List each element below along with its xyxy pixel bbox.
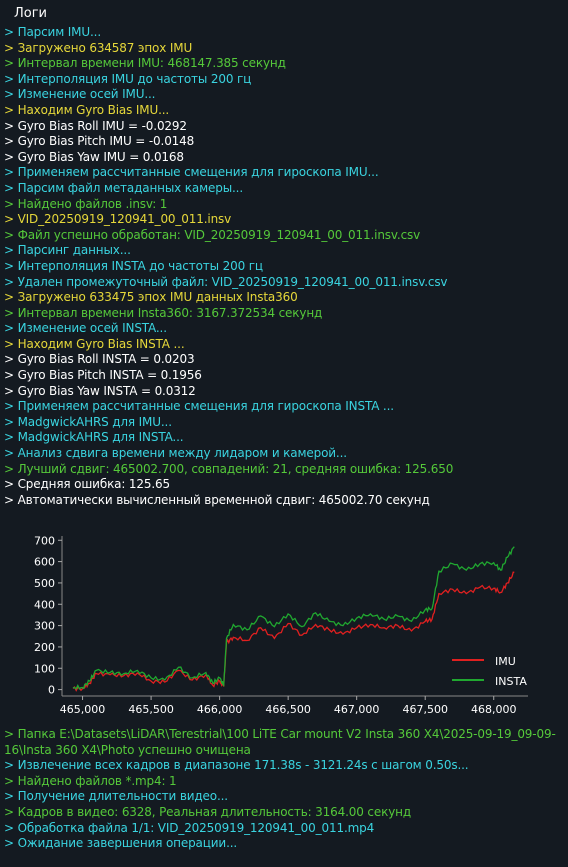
log-line: > Кадров в видео: 6328, Реальная длитель… bbox=[4, 804, 411, 819]
log-line: > Парсим файл метаданных камеры... bbox=[4, 180, 244, 195]
log-line: > Парсим IMU... bbox=[4, 25, 101, 39]
time-shift-chart: 0 100 200 300 400 500 600 700 465,000 465,500 466,… bbox=[0, 528, 568, 724]
log-line: > Интервал времени IMU: 468147.385 секун… bbox=[4, 56, 286, 71]
x-tick-label: 467,500 bbox=[402, 703, 448, 716]
log-line: > MadgwickAHRS для IMU... bbox=[4, 414, 172, 429]
log-line: > Интервал времени Insta360: 3167.372534… bbox=[4, 305, 323, 320]
log-line: > Средняя ошибка: 125.65 bbox=[4, 477, 171, 492]
log-line: > Анализ сдвига времени между лидаром и … bbox=[4, 446, 347, 461]
legend-label-imu: IMU bbox=[495, 655, 516, 668]
log-line: > Файл успешно обработан: VID_20250919_1… bbox=[4, 227, 421, 242]
log-line: > VID_20250919_120941_00_011.insv bbox=[4, 212, 232, 227]
y-tick-label: 300 bbox=[34, 620, 55, 633]
log-list-top: > Парсим IMU... > Загружено 634587 эпох I… bbox=[4, 25, 566, 508]
series-line-insta bbox=[72, 546, 515, 690]
log-line: > Ожидание завершения операции... bbox=[4, 836, 238, 851]
panel-title: Логи bbox=[14, 6, 48, 21]
log-line: > Автоматически вычисленный временной сд… bbox=[4, 492, 430, 507]
log-line: > Загружено 633475 эпох IMU данных Insta… bbox=[4, 290, 298, 305]
x-tick-label: 466,500 bbox=[265, 703, 311, 716]
log-line: > Получение длительности видео... bbox=[4, 789, 228, 804]
log-line: > Парсинг данных... bbox=[4, 243, 131, 258]
log-line: > Gyro Bias Roll IMU = -0.0292 bbox=[4, 118, 187, 133]
y-tick-label: 0 bbox=[48, 684, 55, 697]
log-line: > Gyro Bias Pitch INSTA = 0.1956 bbox=[4, 368, 202, 383]
legend-label-insta: INSTA bbox=[495, 675, 527, 688]
log-line: > Лучший сдвиг: 465002.700, совпадений: … bbox=[4, 461, 454, 476]
y-tick-label: 600 bbox=[34, 556, 55, 569]
log-line: > Применяем рассчитанные смещения для ги… bbox=[4, 399, 394, 414]
log-line: > Изменение осей INSTA... bbox=[4, 321, 167, 336]
y-tick-label: 100 bbox=[34, 662, 55, 675]
log-line: > Найдено файлов .insv: 1 bbox=[4, 196, 168, 211]
log-line: > Интерполяция IMU до частоты 200 гц bbox=[4, 71, 252, 86]
chart-svg: 0 100 200 300 400 500 600 700 465,000 465,500 466,… bbox=[34, 534, 528, 716]
x-tick-label: 467,000 bbox=[334, 703, 380, 716]
log-line: > Интерполяция INSTA до частоты 200 гц bbox=[4, 258, 263, 273]
log-line: > Gyro Bias Pitch IMU = -0.0148 bbox=[4, 134, 195, 149]
y-tick-label: 400 bbox=[34, 598, 55, 611]
series-line-imu bbox=[72, 571, 515, 692]
log-line: > Загружено 634587 эпох IMU bbox=[4, 40, 193, 55]
log-line: > Находим Gyro Bias IMU... bbox=[4, 102, 170, 117]
log-line: > MadgwickAHRS для INSTA... bbox=[4, 430, 184, 445]
log-line: > Gyro Bias Yaw INSTA = 0.0312 bbox=[4, 383, 196, 398]
x-tick-label: 468,000 bbox=[471, 703, 517, 716]
log-line: > Gyro Bias Roll INSTA = 0.0203 bbox=[4, 352, 195, 367]
log-line: > Удален промежуточный файл: VID_2025091… bbox=[4, 274, 448, 289]
log-line: > Изменение осей IMU... bbox=[4, 87, 156, 102]
log-list-bottom: > Папка E:\Datasets\LiDAR\Terestrial\100… bbox=[4, 727, 566, 852]
x-tick-label: 465,000 bbox=[60, 703, 106, 716]
log-line: > Папка E:\Datasets\LiDAR\Terestrial\100… bbox=[4, 727, 556, 757]
log-line: > Gyro Bias Yaw IMU = 0.0168 bbox=[4, 149, 184, 164]
log-line: > Извлечение всех кадров в диапазоне 171… bbox=[4, 758, 469, 773]
log-line: > Находим Gyro Bias INSTA ... bbox=[4, 336, 185, 351]
log-line: > Найдено файлов *.mp4: 1 bbox=[4, 773, 177, 788]
x-tick-label: 466,000 bbox=[197, 703, 243, 716]
x-tick-label: 465,500 bbox=[128, 703, 174, 716]
y-tick-label: 200 bbox=[34, 641, 55, 654]
log-line: > Обработка файла 1/1: VID_20250919_1209… bbox=[4, 820, 375, 835]
y-tick-label: 500 bbox=[34, 577, 55, 590]
y-tick-label: 700 bbox=[34, 534, 55, 547]
log-line: > Применяем рассчитанные смещения для ги… bbox=[4, 165, 379, 180]
